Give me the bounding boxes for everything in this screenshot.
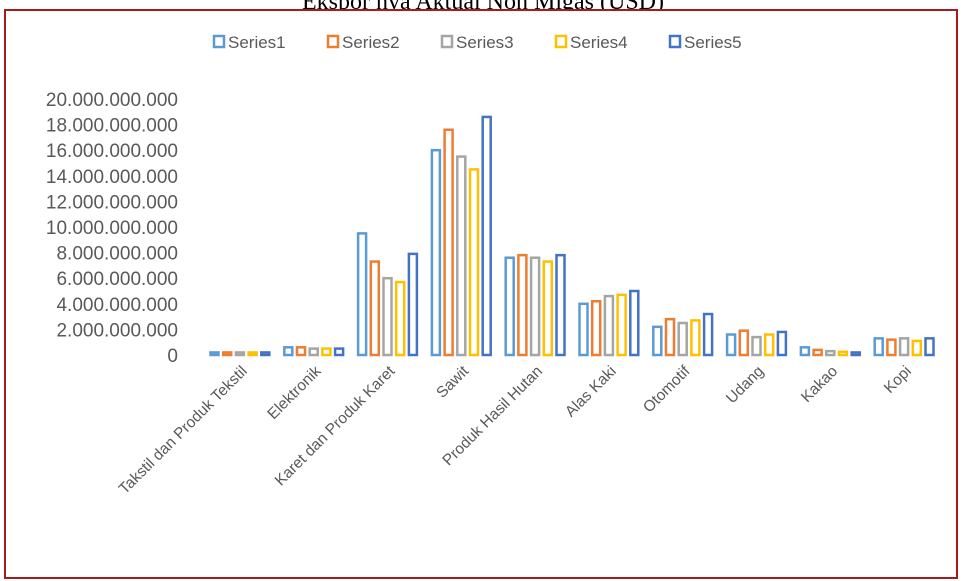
bar [221, 351, 233, 357]
bar [690, 319, 701, 357]
bar-chart: Series1 Series2 Series3 Series4 Series5 0 2.0… [46, 33, 935, 498]
bar [407, 252, 419, 357]
bar [481, 115, 492, 357]
bar [333, 347, 345, 357]
bar [247, 351, 258, 357]
y-tick-label: 4.000.000.000 [56, 295, 178, 316]
bar [321, 347, 332, 357]
legend-swatch [326, 34, 340, 49]
bar [763, 333, 775, 357]
bar [812, 348, 823, 357]
x-tick-label: Takstil dan Produk Tekstil [116, 363, 251, 498]
bar [590, 299, 602, 357]
bar [751, 335, 762, 357]
bar [850, 351, 861, 357]
bar [430, 148, 442, 357]
bar [443, 128, 454, 357]
bar [517, 253, 528, 357]
legend-swatch [554, 34, 568, 49]
bar [837, 350, 849, 357]
bar [664, 317, 676, 357]
x-tick-label: Udang [723, 363, 767, 407]
bar [295, 346, 307, 357]
y-tick-label: 20.000.000.000 [46, 90, 178, 111]
legend-swatch [212, 34, 226, 49]
bar [382, 276, 393, 357]
legend-label: Series5 [684, 33, 742, 52]
bar [702, 312, 714, 357]
bar [924, 337, 935, 357]
chart-frame: Series1 Series2 Series3 Series4 Series5 0 2.0… [4, 9, 958, 579]
bar [529, 256, 541, 357]
bar [468, 168, 480, 357]
bar [738, 329, 750, 357]
bar [394, 280, 406, 357]
bar [369, 260, 381, 357]
y-tick-label: 6.000.000.000 [56, 269, 178, 290]
x-tick-label: Sawit [433, 362, 472, 401]
bar [283, 346, 294, 357]
legend-label: Series3 [456, 33, 514, 52]
y-tick-label: 18.000.000.000 [46, 116, 178, 137]
bar [825, 349, 836, 357]
y-tick-label: 12.000.000.000 [46, 192, 178, 213]
bar [542, 260, 554, 357]
bar [616, 293, 627, 357]
bar [776, 330, 788, 357]
y-tick-label: 10.000.000.000 [46, 218, 178, 239]
bar [504, 256, 515, 357]
bars [209, 115, 935, 357]
y-tick-label: 16.000.000.000 [46, 141, 178, 162]
bar [652, 325, 663, 357]
x-tick-label: Kopi [881, 363, 915, 397]
x-tick-label: Kakao [798, 363, 841, 406]
legend-swatch [440, 34, 454, 49]
legend-label: Series4 [570, 33, 628, 52]
bar [911, 339, 923, 357]
bar [873, 337, 884, 357]
bar [356, 232, 368, 357]
x-tick-label: Karet dan Produk Karet [272, 362, 399, 489]
y-tick-label: 0 [167, 346, 178, 367]
x-tick-label: Alas Kaki [562, 363, 620, 421]
legend: Series1 Series2 Series3 Series4 Series5 [212, 33, 742, 52]
bar [308, 347, 319, 357]
bar [603, 294, 615, 357]
bar [209, 351, 220, 357]
x-axis: Takstil dan Produk Tekstil ElektronikKare… [116, 362, 915, 497]
y-tick-label: 8.000.000.000 [56, 244, 178, 265]
bar [886, 338, 897, 357]
y-tick-label: 14.000.000.000 [46, 167, 178, 188]
bar [898, 337, 910, 357]
y-tick-label: 2.000.000.000 [56, 320, 178, 341]
legend-label: Series1 [228, 33, 286, 52]
bar [629, 289, 640, 357]
y-axis: 0 2.000.000.000 4.000.000.000 6.000.000.000… [46, 90, 178, 367]
bar [456, 155, 467, 357]
bar [578, 302, 589, 357]
bar [234, 351, 246, 357]
bar [260, 351, 271, 357]
bar [725, 333, 737, 357]
legend-swatch [668, 34, 682, 49]
bar [677, 321, 688, 357]
x-tick-label: Elektronik [264, 363, 324, 423]
bar [555, 253, 566, 357]
bar [799, 346, 811, 357]
x-tick-label: Otomotif [640, 362, 694, 416]
legend-label: Series2 [342, 33, 400, 52]
